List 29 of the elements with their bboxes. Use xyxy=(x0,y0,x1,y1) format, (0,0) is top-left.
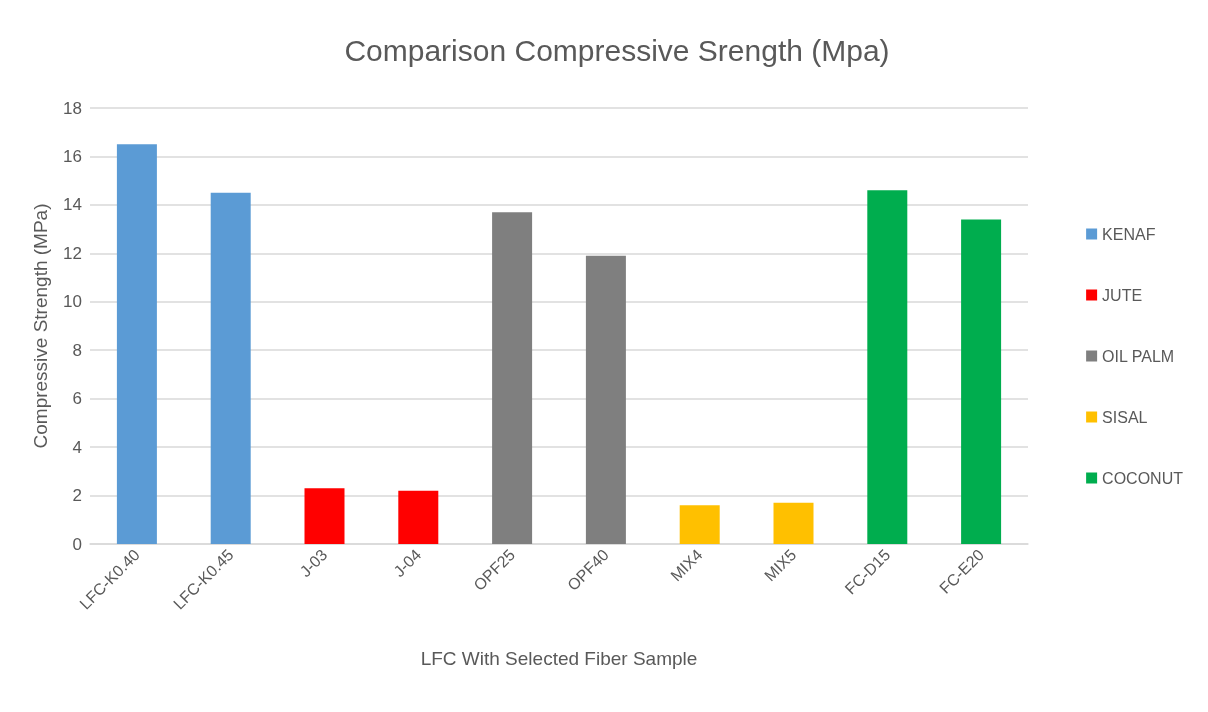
y-tick-label: 10 xyxy=(63,292,82,312)
bar xyxy=(867,190,908,544)
legend-label: SISAL xyxy=(1102,408,1148,426)
chart-title: Comparison Compressive Srength (Mpa) xyxy=(344,33,890,67)
y-tick-label: 16 xyxy=(63,146,82,166)
x-axis-title: LFC With Selected Fiber Sample xyxy=(420,648,698,669)
y-tick-label: 14 xyxy=(63,195,82,215)
bar xyxy=(210,192,251,544)
y-tick-label: 18 xyxy=(63,98,82,118)
bar xyxy=(398,490,439,544)
y-tick-label: 8 xyxy=(72,340,82,360)
bar xyxy=(492,212,533,544)
bar xyxy=(773,502,814,544)
legend-label: OIL PALM xyxy=(1102,347,1175,365)
y-tick-label: 2 xyxy=(72,486,82,506)
y-tick-label: 0 xyxy=(72,534,82,554)
y-tick-label: 12 xyxy=(63,243,82,263)
y-axis-title: Compressive Strength (MPa) xyxy=(30,203,51,449)
bar xyxy=(585,255,626,544)
bar xyxy=(961,219,1002,544)
x-tick-label: J-03 xyxy=(296,545,331,581)
legend-label: JUTE xyxy=(1102,286,1143,304)
bar xyxy=(679,505,720,544)
legend-label: COCONUT xyxy=(1102,469,1184,487)
bar xyxy=(116,144,157,544)
y-tick-label: 4 xyxy=(72,437,82,457)
bar xyxy=(304,488,345,544)
legend-label: KENAF xyxy=(1102,225,1156,243)
y-tick-label: 6 xyxy=(72,389,82,409)
